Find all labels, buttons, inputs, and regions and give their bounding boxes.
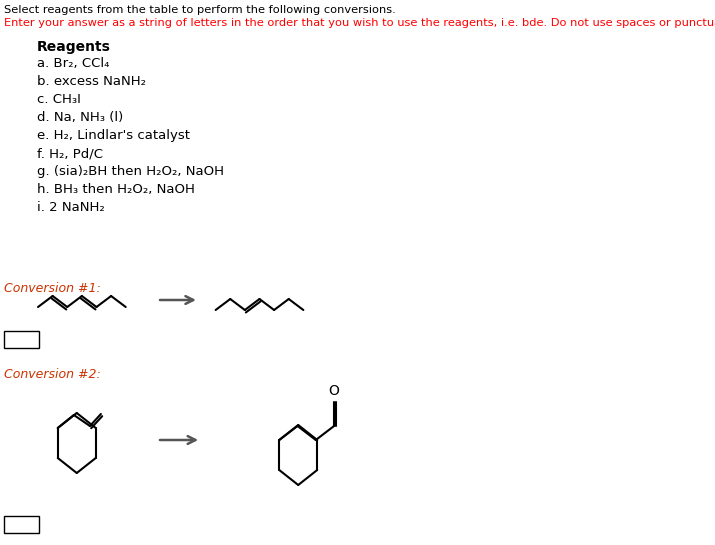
Text: Select reagents from the table to perform the following conversions.: Select reagents from the table to perfor… xyxy=(4,5,395,15)
Bar xyxy=(4,516,39,533)
Text: g. (sia)₂BH then H₂O₂, NaOH: g. (sia)₂BH then H₂O₂, NaOH xyxy=(36,165,224,178)
Text: O: O xyxy=(328,384,339,398)
Text: c. CH₃I: c. CH₃I xyxy=(36,93,80,106)
Text: h. BH₃ then H₂O₂, NaOH: h. BH₃ then H₂O₂, NaOH xyxy=(36,183,194,196)
Text: e. H₂, Lindlar's catalyst: e. H₂, Lindlar's catalyst xyxy=(36,129,189,142)
Text: d. Na, NH₃ (l): d. Na, NH₃ (l) xyxy=(36,111,123,124)
Text: Conversion #1:: Conversion #1: xyxy=(4,282,100,295)
Bar xyxy=(4,331,39,348)
Text: Reagents: Reagents xyxy=(36,40,110,54)
Text: f. H₂, Pd/C: f. H₂, Pd/C xyxy=(36,147,102,160)
Text: Conversion #2:: Conversion #2: xyxy=(4,368,100,381)
Text: Enter your answer as a string of letters in the order that you wish to use the r: Enter your answer as a string of letters… xyxy=(4,18,715,28)
Text: i. 2 NaNH₂: i. 2 NaNH₂ xyxy=(36,201,104,214)
Text: a. Br₂, CCl₄: a. Br₂, CCl₄ xyxy=(36,57,109,70)
Text: b. excess NaNH₂: b. excess NaNH₂ xyxy=(36,75,146,88)
